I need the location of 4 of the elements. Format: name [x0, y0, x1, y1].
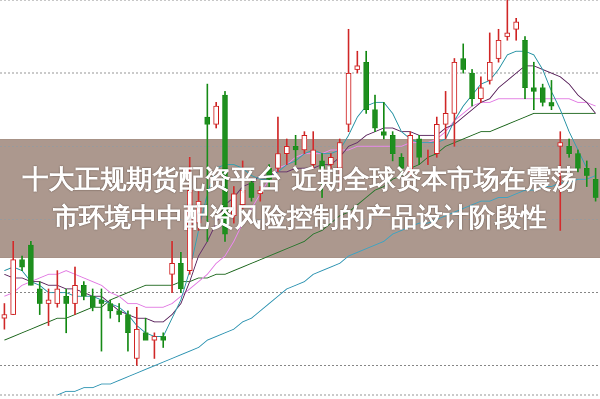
candlestick [169, 241, 175, 293]
candlestick [46, 288, 52, 326]
candlestick [548, 80, 554, 110]
candlestick [98, 288, 104, 352]
